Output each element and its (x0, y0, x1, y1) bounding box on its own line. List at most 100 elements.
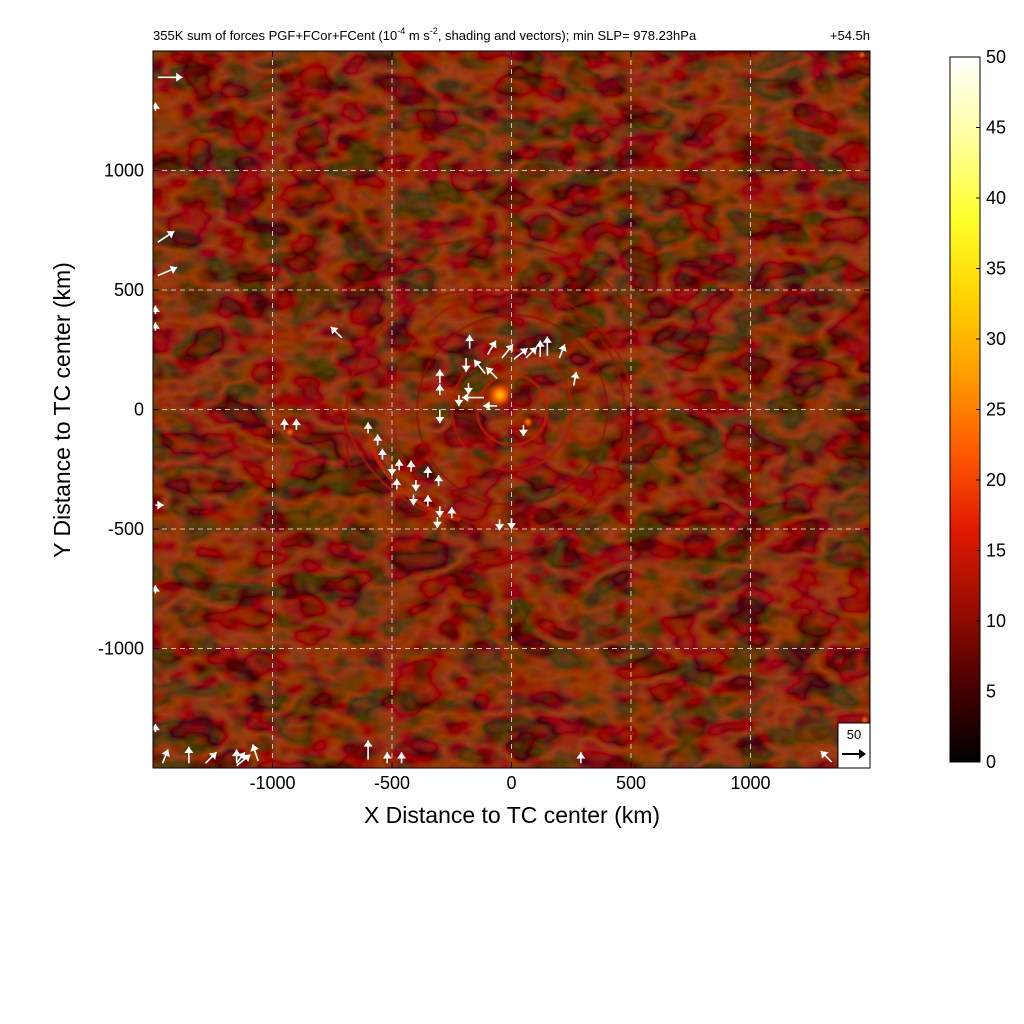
y-axis-ticks: -1000 -500 0 500 1000 (98, 161, 870, 659)
colorbar-tick-label: 5 (986, 682, 996, 702)
force-vector-arrow (153, 102, 160, 111)
force-vector-arrow (501, 343, 514, 359)
force-vector-arrow (486, 340, 497, 355)
colorbar-tick-label: 40 (986, 188, 1006, 208)
force-vector-arrow (507, 518, 516, 530)
reference-vector-legend: 50 (837, 722, 871, 769)
force-vector-arrow (392, 478, 402, 490)
force-vector-arrow (363, 422, 373, 434)
local-maximum-west (284, 426, 296, 438)
force-vector-arrow (411, 480, 421, 492)
force-vector-arrow (157, 265, 178, 277)
force-vector-arrow (205, 751, 218, 764)
colorbar-tick-label: 0 (986, 752, 996, 772)
force-vector-arrow (382, 752, 392, 764)
force-vector-arrow (236, 753, 251, 767)
colorbar-tick-label: 50 (986, 47, 1006, 67)
force-vector-arrow (250, 744, 259, 762)
force-vector-arrow (155, 500, 164, 510)
force-vector-arrow (473, 359, 486, 375)
y-tick-label: 1000 (104, 161, 144, 181)
force-vector-arrow (409, 494, 419, 506)
reference-vector-value: 50 (847, 727, 861, 742)
force-vector-arrow (184, 746, 194, 764)
force-vector-arrow (461, 358, 471, 372)
force-vector-arrow (485, 366, 498, 379)
colorbar-tick-label: 35 (986, 259, 1006, 279)
force-vector-arrow (153, 723, 160, 733)
gridlines (153, 51, 870, 768)
colorbar-tick-label: 45 (986, 118, 1006, 138)
colorbar-ticks: 0 5 10 15 20 25 30 35 40 45 50 (976, 47, 1006, 772)
force-vector-arrow (542, 336, 552, 356)
force-vector-arrow (291, 418, 301, 430)
x-tick-label: -1000 (249, 773, 295, 793)
force-vector-arrow (576, 752, 586, 764)
force-vector-arrow (153, 322, 160, 331)
x-tick-label: 0 (506, 773, 516, 793)
force-vector-arrow (363, 740, 373, 760)
colorbar-tick-label: 20 (986, 470, 1006, 490)
shading-field (153, 51, 870, 768)
force-vector-arrow (465, 334, 475, 349)
force-vector-arrow (454, 395, 464, 407)
tc-core-maximum (484, 379, 516, 411)
colorbar: 0 5 10 15 20 25 30 35 40 45 50 (949, 47, 1006, 772)
force-vector-arrow (157, 72, 183, 82)
y-tick-label: 0 (134, 400, 144, 420)
y-tick-label: -1000 (98, 639, 144, 659)
force-vector-arrow (435, 369, 445, 384)
force-vector-arrow (518, 425, 528, 437)
secondary-maximum (521, 415, 535, 429)
force-vector-arrow (406, 460, 416, 472)
x-axis-title: X Distance to TC center (km) (364, 802, 660, 828)
force-vector-arrow (232, 749, 242, 764)
force-vector-arrow (153, 305, 160, 314)
y-tick-label: -500 (108, 519, 144, 539)
force-vector-arrow (535, 340, 545, 357)
x-tick-label: 500 (616, 773, 646, 793)
force-vector-arrow (423, 495, 433, 507)
force-vector-arrow (434, 474, 444, 486)
force-vector-arrow (435, 409, 445, 424)
force-vector-arrow (570, 371, 580, 386)
force-vector-arrow (483, 401, 498, 411)
force-vector-arrow (432, 517, 442, 529)
force-vector-arrow (447, 507, 457, 519)
force-vector-arrow (373, 434, 383, 446)
force-vector-arrow (330, 326, 343, 339)
time-label: +54.5h (830, 28, 870, 43)
force-vector-arrow (513, 347, 529, 360)
x-tick-label: -500 (374, 773, 410, 793)
force-vector-arrow (387, 464, 397, 476)
force-vector-arrow (435, 384, 445, 396)
force-vector-arrow (495, 519, 505, 531)
force-vector-arrow (423, 466, 433, 478)
plot-title: 355K sum of forces PGF+FCor+FCent (10-4 … (153, 26, 697, 43)
force-vector-arrow (279, 418, 289, 430)
force-vector-arrow (397, 752, 407, 764)
force-vector-arrow (153, 585, 160, 594)
force-vector-arrow (463, 383, 473, 395)
force-vector-arrow (462, 393, 485, 403)
reference-vector-box (837, 722, 871, 769)
x-axis-ticks: -1000 -500 0 500 1000 (249, 51, 771, 793)
colorbar-gradient (949, 56, 981, 763)
force-vector-arrow (157, 230, 175, 243)
force-vector-arrow (558, 344, 567, 359)
force-vector-arrow (820, 750, 833, 763)
force-vectors (153, 72, 833, 767)
plot-area (153, 51, 870, 768)
colorbar-tick-label: 15 (986, 541, 1006, 561)
colorbar-tick-label: 25 (986, 400, 1006, 420)
x-tick-label: 1000 (730, 773, 770, 793)
force-vector-arrow (377, 448, 387, 460)
y-tick-label: 500 (114, 280, 144, 300)
colorbar-tick-label: 10 (986, 611, 1006, 631)
colorbar-tick-label: 30 (986, 329, 1006, 349)
force-vector-arrow (394, 459, 404, 471)
y-axis-title: Y Distance to TC center (km) (49, 262, 75, 558)
force-vector-arrow (435, 506, 445, 518)
force-vector-arrow (525, 346, 538, 359)
